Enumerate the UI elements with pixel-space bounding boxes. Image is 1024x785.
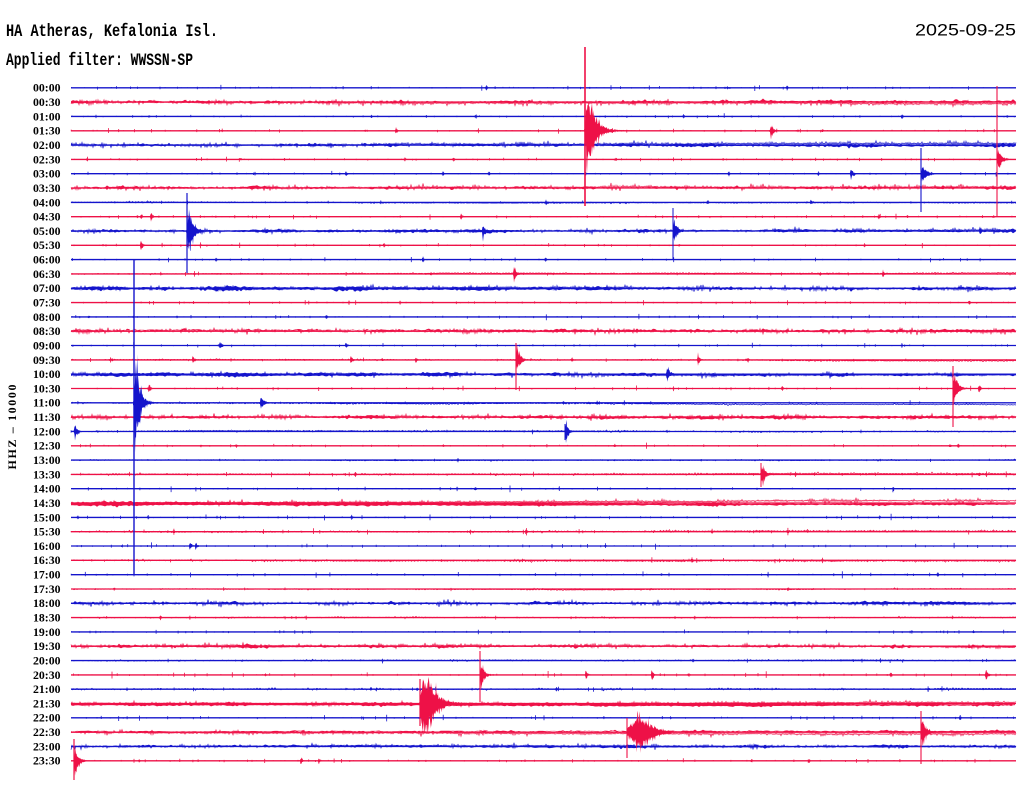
svg-text:05:30: 05:30 [33,238,61,252]
svg-text:Applied filter: WWSSN-SP: Applied filter: WWSSN-SP [6,51,193,71]
svg-text:15:00: 15:00 [33,510,61,524]
svg-text:20:00: 20:00 [33,654,61,668]
svg-text:10:30: 10:30 [33,381,61,395]
svg-text:13:00: 13:00 [33,453,61,467]
svg-text:15:30: 15:30 [33,525,61,539]
svg-text:02:30: 02:30 [33,152,61,166]
svg-text:23:00: 23:00 [33,739,61,753]
svg-text:13:30: 13:30 [33,467,61,481]
svg-text:07:30: 07:30 [33,296,61,310]
svg-text:16:30: 16:30 [33,553,61,567]
svg-text:16:00: 16:00 [33,539,61,553]
svg-text:17:30: 17:30 [33,582,61,596]
svg-text:18:30: 18:30 [33,611,61,625]
svg-text:14:00: 14:00 [33,482,61,496]
svg-text:08:00: 08:00 [33,310,61,324]
svg-text:08:30: 08:30 [33,324,61,338]
svg-text:04:30: 04:30 [33,210,61,224]
svg-text:19:30: 19:30 [33,639,61,653]
svg-text:00:30: 00:30 [33,95,61,109]
svg-text:05:00: 05:00 [33,224,61,238]
svg-text:10:00: 10:00 [33,367,61,381]
svg-text:01:30: 01:30 [33,124,61,138]
svg-text:22:00: 22:00 [33,711,61,725]
svg-text:20:30: 20:30 [33,668,61,682]
svg-text:19:00: 19:00 [33,625,61,639]
svg-text:14:30: 14:30 [33,496,61,510]
svg-text:06:30: 06:30 [33,267,61,281]
svg-text:04:00: 04:00 [33,195,61,209]
svg-text:2025-09-25: 2025-09-25 [915,21,1016,40]
svg-text:21:00: 21:00 [33,682,61,696]
svg-text:09:30: 09:30 [33,353,61,367]
svg-text:18:00: 18:00 [33,596,61,610]
svg-text:11:30: 11:30 [33,410,61,424]
svg-text:17:00: 17:00 [33,568,61,582]
svg-text:12:00: 12:00 [33,424,61,438]
svg-text:03:00: 03:00 [33,167,61,181]
svg-text:02:00: 02:00 [33,138,61,152]
svg-text:07:00: 07:00 [33,281,61,295]
svg-text:23:30: 23:30 [33,754,61,768]
svg-text:11:00: 11:00 [33,396,61,410]
svg-text:22:30: 22:30 [33,725,61,739]
svg-text:09:00: 09:00 [33,338,61,352]
svg-text:HA Atheras, Kefalonia Isl.: HA Atheras, Kefalonia Isl. [6,22,218,42]
svg-text:03:30: 03:30 [33,181,61,195]
svg-text:21:30: 21:30 [33,696,61,710]
svg-text:01:00: 01:00 [33,109,61,123]
svg-text:12:30: 12:30 [33,439,61,453]
svg-text:06:00: 06:00 [33,253,61,267]
svg-text:00:00: 00:00 [33,81,61,95]
